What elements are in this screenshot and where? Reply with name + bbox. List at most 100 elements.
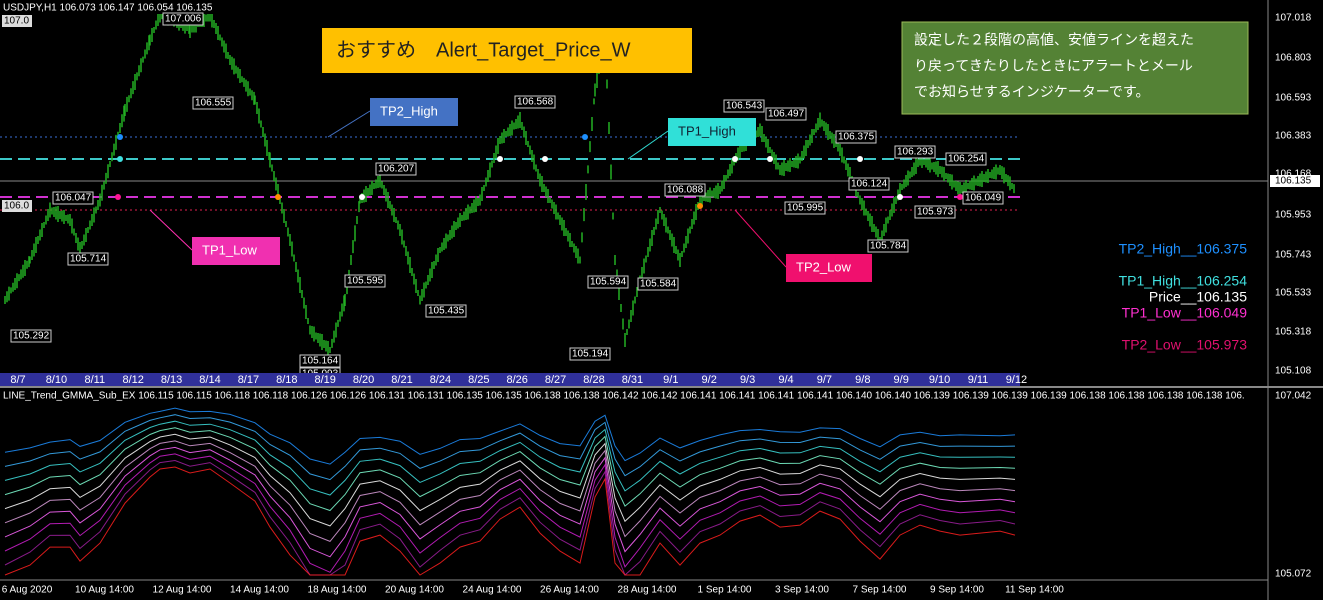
price-axis-label: 106.593 [1275, 93, 1312, 104]
price-label: 106.293 [897, 147, 934, 158]
callout-text: TP1_Low [202, 242, 258, 257]
banner-text: おすすめ Alert_Target_Price_W [336, 39, 631, 61]
price-label-box [962, 191, 1004, 205]
ribbon-line [4, 433, 1016, 527]
price-label-box [67, 252, 109, 266]
date-label: 8/21 [391, 374, 412, 386]
time-label: 12 Aug 14:00 [153, 585, 212, 596]
price-label: 105.714 [70, 254, 107, 265]
callout-box [668, 118, 756, 146]
description-line: 設定した２段階の高値、安値ラインを超えた [914, 32, 1194, 48]
price-axis-label: 107.018 [1275, 13, 1312, 24]
price-label: 105.435 [428, 306, 465, 317]
signal-dot [697, 203, 703, 209]
date-label: 8/31 [622, 374, 643, 386]
legend-entry: TP1_Low__106.049 [1122, 305, 1248, 321]
description-box [901, 21, 1249, 115]
date-label: 8/18 [276, 374, 297, 386]
price-label-box [587, 275, 629, 289]
date-label: 8/27 [545, 374, 566, 386]
price-label-box [848, 177, 890, 191]
price-label: 107.006 [165, 14, 202, 25]
price-label: 105.164 [302, 356, 339, 367]
signal-dot [117, 134, 123, 140]
signal-dot [897, 194, 903, 200]
legend-entry: Price__106.135 [1149, 289, 1247, 305]
date-label: 8/24 [430, 374, 451, 386]
price-label-box [723, 99, 765, 113]
time-label: 26 Aug 14:00 [540, 585, 599, 596]
price-label-box [425, 304, 467, 318]
time-label: 18 Aug 14:00 [308, 585, 367, 596]
signal-dot [497, 156, 503, 162]
ribbon-line [4, 414, 1016, 481]
price-label: 106.497 [768, 109, 805, 120]
price-label-box [344, 274, 386, 288]
time-label: 3 Sep 14:00 [775, 585, 829, 596]
symbol-info: USDJPY,H1 106.073 106.147 106.054 106.13… [3, 3, 213, 14]
date-label: 8/17 [238, 374, 259, 386]
sub-axis-label: 107.042 [1275, 391, 1312, 402]
price-label-box [569, 347, 611, 361]
price-label-box [945, 152, 987, 166]
callout-box [192, 237, 280, 265]
price-axis-label: 105.318 [1275, 327, 1312, 338]
date-label: 9/4 [778, 374, 793, 386]
date-strip [0, 373, 1020, 386]
callout-text: TP2_Low [796, 259, 852, 274]
price-axis-label: 105.533 [1275, 288, 1312, 299]
signal-dot [957, 194, 963, 200]
price-label-box [914, 205, 956, 219]
banner-box [322, 28, 692, 73]
price-axis-label: 106.383 [1275, 131, 1312, 142]
date-label: 9/3 [740, 374, 755, 386]
ribbon-line [4, 459, 1016, 576]
price-label-box [664, 183, 706, 197]
ribbon-line [4, 446, 1016, 558]
date-label: 8/10 [46, 374, 67, 386]
date-label: 8/12 [122, 374, 143, 386]
date-label: 9/10 [929, 374, 950, 386]
price-label: 105.584 [640, 279, 677, 290]
price-label: 106.088 [667, 185, 704, 196]
price-label-box [514, 95, 556, 109]
price-label: 105.973 [917, 207, 954, 218]
date-label: 9/9 [894, 374, 909, 386]
signal-dot [117, 156, 123, 162]
callout-box [370, 98, 458, 126]
date-label: 9/8 [855, 374, 870, 386]
date-label: 9/12 [1006, 374, 1027, 386]
price-axis-label: 105.108 [1275, 366, 1312, 377]
header-bg [0, 1, 220, 14]
date-label: 8/7 [10, 374, 25, 386]
price-label: 105.595 [347, 276, 384, 287]
price-label-box [835, 130, 877, 144]
time-label: 1 Sep 14:00 [698, 585, 752, 596]
callout-pointer [734, 209, 787, 268]
price-label-box [52, 191, 94, 205]
ribbon-line [4, 407, 1016, 465]
date-label: 8/28 [583, 374, 604, 386]
current-price-box [1270, 175, 1320, 187]
signal-dot [359, 194, 365, 200]
date-label: 9/7 [817, 374, 832, 386]
date-label: 9/1 [663, 374, 678, 386]
sub-axis-label: 105.072 [1275, 569, 1312, 580]
price-label-box [867, 239, 909, 253]
price-axis-label: 105.743 [1275, 250, 1312, 261]
legend-entry: TP2_Low__105.973 [1122, 337, 1248, 353]
level-mark: 106.0 [4, 201, 29, 212]
current-price: 106.135 [1275, 176, 1312, 187]
price-label: 106.568 [517, 97, 554, 108]
time-label: 10 Aug 14:00 [75, 585, 134, 596]
price-label: 106.543 [726, 101, 763, 112]
price-label-box [784, 201, 826, 215]
date-label: 8/19 [314, 374, 335, 386]
price-label: 106.555 [195, 98, 232, 109]
ribbon-line [4, 453, 1016, 573]
time-label: 7 Sep 14:00 [853, 585, 907, 596]
price-label-box [192, 96, 234, 110]
price-label: 106.207 [378, 164, 415, 175]
price-label-box [894, 145, 936, 159]
